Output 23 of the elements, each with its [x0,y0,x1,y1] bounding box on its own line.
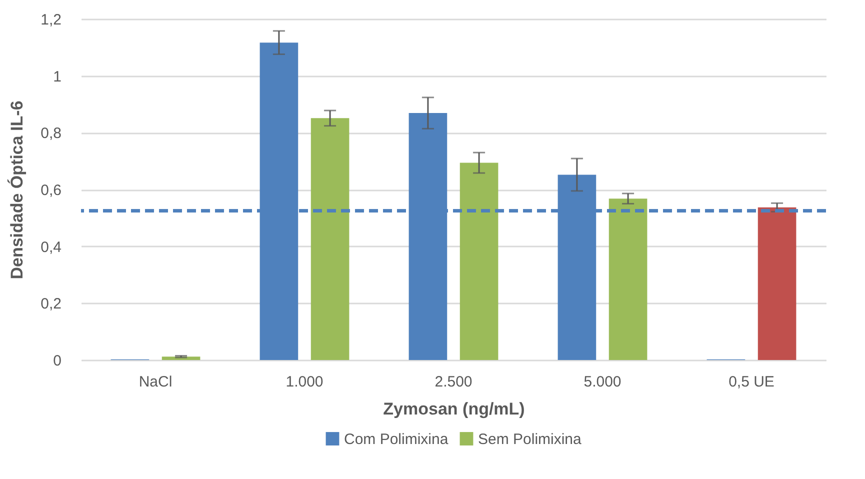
bar [558,174,596,360]
bar [460,162,498,360]
x-tick-label: 2.500 [434,374,472,390]
legend-label: Sem Polimixina [478,430,582,448]
x-axis-title: Zymosan (ng/mL) [383,400,525,418]
bar [260,42,298,360]
y-tick-label: 1 [53,68,62,86]
y-tick-label: 0,4 [40,238,62,256]
y-tick-label: 0,8 [40,125,62,142]
y-tick-label: 0,6 [40,182,62,199]
x-tick-label: NaCl [138,374,172,390]
y-tick-label: 1,2 [40,12,62,28]
y-tick-label: 0 [53,352,62,370]
x-tick-label: 5.000 [584,374,622,390]
y-axis-title: Densidade Óptica IL-6 [6,100,27,280]
legend-label: Com Polimixina [344,430,449,448]
y-tick-label: 0,2 [40,296,62,313]
bar [758,207,796,360]
x-tick-label: 0,5 UE [728,374,774,390]
bar [408,113,448,360]
x-tick-label: 1.000 [286,374,324,390]
bar [608,198,648,360]
bar [310,118,350,360]
